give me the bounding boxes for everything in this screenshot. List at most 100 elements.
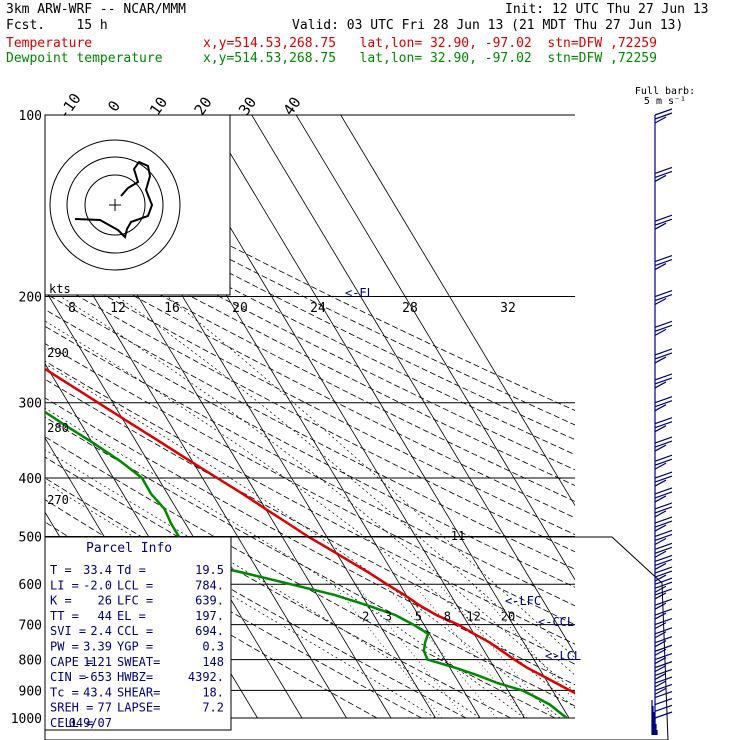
moist-adiabat-line (60, 296, 575, 693)
temperature-station-info: x,y=514.53,268.75 lat,lon= 32.90, -97.02… (203, 36, 657, 51)
dry-adiabat-line (45, 230, 575, 502)
wind-barb (654, 373, 673, 381)
wind-barb (654, 622, 667, 630)
dewpoint-station-info: x,y=514.53,268.75 lat,lon= 32.90, -97.02… (203, 51, 657, 66)
wind-barb (654, 618, 673, 626)
wind-barb (654, 687, 667, 695)
dry-adiabat-line (45, 360, 575, 645)
wind-barb (654, 644, 673, 652)
parcel-param-value: 148 (202, 655, 224, 669)
parcel-param-name: PW = (50, 640, 79, 654)
wind-barb (654, 566, 673, 574)
parcel-info-title: Parcel Info (86, 541, 172, 556)
mixing-ratio-label: 20 (501, 610, 515, 624)
wind-barb (654, 293, 673, 302)
mixing-ratio-label: 8 (444, 610, 451, 624)
wind-barb (654, 289, 673, 298)
parcel-param-name: Td = (117, 563, 146, 577)
wind-barb (654, 436, 673, 444)
wind-barb (654, 328, 667, 336)
wind-barb (654, 668, 673, 677)
wind-barb (654, 640, 667, 648)
wind-barb (654, 396, 673, 404)
wind-barb (654, 592, 667, 600)
mixing-ratio-label: 3 (385, 610, 392, 624)
parcel-param-name: CCL = (117, 624, 153, 638)
wind-barb (654, 352, 673, 360)
hodograph-ring-label: 16 (164, 301, 180, 316)
parcel-param-name: YGP = (117, 640, 153, 654)
wind-barb (654, 258, 673, 267)
wind-barb (654, 652, 673, 661)
parcel-info-frame (44, 536, 232, 731)
mixing-ratio-label: 5 (415, 610, 422, 624)
wind-barb (654, 550, 667, 558)
wind-barb (654, 462, 667, 470)
wind-barb (654, 222, 667, 230)
wind-barb (654, 524, 667, 532)
theta-e-label: 11 (451, 529, 465, 543)
mixing-ratio-line (332, 583, 443, 719)
isotherm-line (340, 115, 575, 507)
parcel-param-value: -2.0 (83, 578, 112, 592)
wind-barb (654, 648, 667, 656)
parcel-param-value: 197. (195, 609, 224, 623)
wind-barb (654, 421, 673, 429)
wind-barb (654, 581, 673, 589)
moist-adiabat-line (45, 363, 561, 719)
wind-barb (654, 324, 673, 332)
wind-barb (654, 174, 667, 182)
parcel-param-value: 784. (195, 578, 224, 592)
wind-barb (654, 479, 667, 487)
parcel-info-box: Parcel Info T = 33.4 Td = 19.5 LI = -2.0 LCL = 7… (44, 536, 669, 740)
pressure-tick-label: 900 (19, 684, 42, 699)
dry-adiabat-line (45, 261, 575, 536)
el-label: <-EL (345, 286, 374, 300)
wind-barb (654, 672, 667, 680)
parcel-param-name: T = (50, 563, 72, 577)
wind-barb (654, 320, 673, 328)
dewpoint-legend: Dewpoint temperature (6, 51, 163, 66)
wind-barb (654, 612, 667, 620)
parcel-param-name: LCL = (117, 578, 153, 592)
wind-barb (654, 400, 673, 408)
wind-barb (654, 263, 667, 271)
wind-barb (654, 683, 673, 691)
wind-barb (654, 529, 673, 538)
dry-adiabat-line (45, 325, 575, 607)
wind-barb (654, 570, 673, 578)
pressure-tick-label: 400 (19, 472, 42, 487)
wind-barb (654, 425, 667, 433)
wind-barb (654, 554, 673, 563)
pressure-tick-label: 500 (19, 530, 42, 545)
wind-barb (654, 636, 673, 644)
hodograph-ring-label: 20 (232, 301, 248, 316)
hodograph (44, 114, 231, 296)
wind-barb (654, 440, 673, 448)
hodograph-ring-label: 24 (310, 301, 326, 316)
valid-time: Valid: 03 UTC Fri 28 Jun 13 (21 MDT Thu … (292, 18, 684, 33)
isotherm-line (206, 115, 570, 719)
wind-barb (654, 502, 673, 510)
wind-barb (654, 585, 667, 593)
mixing-ratio-label: 2 (362, 610, 369, 624)
wind-barb (654, 348, 673, 356)
hodograph-ring (84, 174, 146, 236)
theta-label: 280 (47, 421, 69, 435)
mixing-ratio-line (384, 583, 497, 719)
wind-barb (654, 471, 673, 479)
wind-barb (654, 665, 667, 673)
parcel-param-value: 19.5 (195, 563, 224, 577)
pressure-tick-label: 100 (19, 109, 42, 124)
parcel-param-name: LI = (50, 578, 79, 592)
wind-barb (654, 491, 673, 499)
hodograph-frame (44, 114, 231, 296)
parcel-param-name: SWEAT= (117, 655, 160, 669)
moist-adiabat-line (167, 296, 575, 659)
isotherm-line (45, 214, 347, 719)
isotherm-line (295, 115, 575, 581)
mixing-ratio-line (355, 583, 466, 719)
parcel-param-name: CIN = (50, 670, 86, 684)
wind-barb (654, 454, 673, 462)
